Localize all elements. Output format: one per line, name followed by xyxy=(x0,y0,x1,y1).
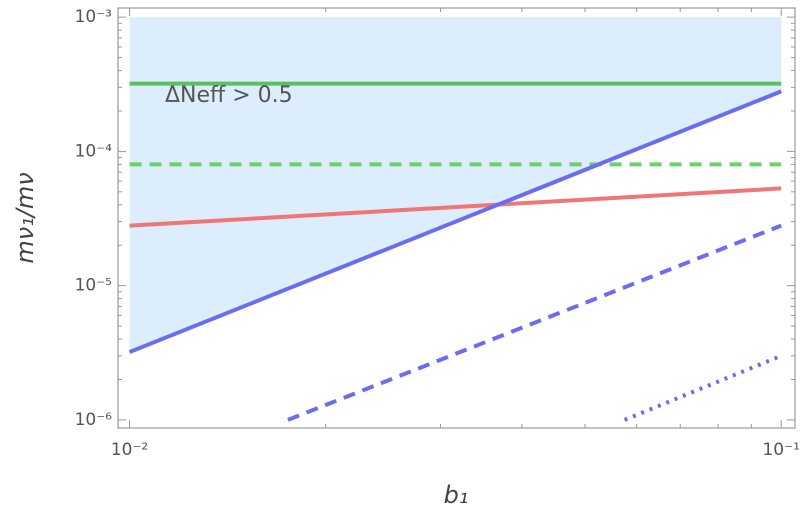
line xyxy=(287,223,782,422)
line xyxy=(623,353,782,422)
annotation: ΔNeff > 0.5 xyxy=(165,83,293,108)
x-tick-label: 10⁻¹ xyxy=(762,440,799,460)
y-tick-label: 10⁻⁵ xyxy=(75,276,112,296)
y-tick-label: 10⁻⁶ xyxy=(75,410,113,430)
y-tick-label: 10⁻⁴ xyxy=(75,141,113,161)
x-tick-label: 10⁻² xyxy=(111,440,148,460)
line xyxy=(129,186,782,228)
shaded-region xyxy=(129,17,782,353)
y-tick-label: 10⁻³ xyxy=(75,7,112,27)
y-axis-label: mν₁/mν xyxy=(11,172,39,263)
plot-frame xyxy=(117,7,796,429)
x-axis-label: b₁ xyxy=(444,481,469,509)
line xyxy=(128,89,782,354)
